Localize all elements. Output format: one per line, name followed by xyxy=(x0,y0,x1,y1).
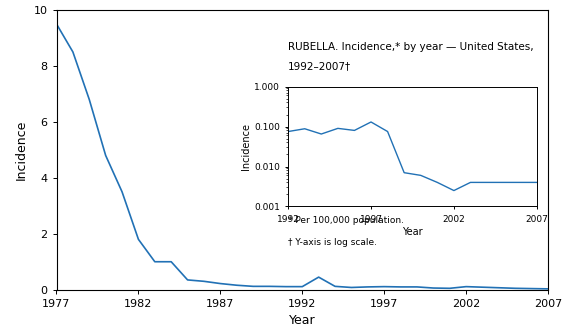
Text: * Per 100,000 population.: * Per 100,000 population. xyxy=(288,216,404,225)
Text: 1992–2007†: 1992–2007† xyxy=(288,62,351,72)
X-axis label: Year: Year xyxy=(289,314,316,327)
Text: † Y-axis is log scale.: † Y-axis is log scale. xyxy=(288,238,377,247)
Text: RUBELLA. Incidence,* by year — United States,: RUBELLA. Incidence,* by year — United St… xyxy=(288,42,534,52)
Y-axis label: Incidence: Incidence xyxy=(15,120,28,180)
Y-axis label: Incidence: Incidence xyxy=(241,123,251,170)
X-axis label: Year: Year xyxy=(402,226,423,236)
